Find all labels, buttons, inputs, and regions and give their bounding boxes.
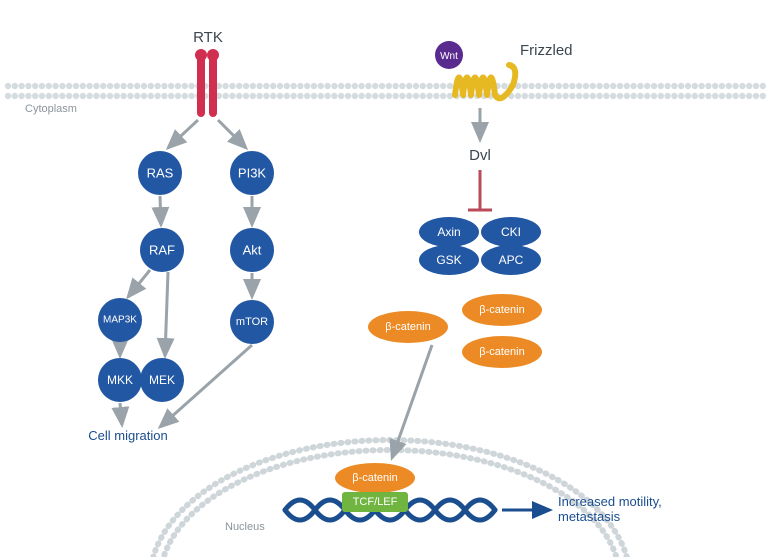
node-mtor: mTOR bbox=[230, 300, 274, 344]
node-label-bc2: β-catenin bbox=[479, 304, 524, 316]
node-label-bc1: β-catenin bbox=[385, 321, 430, 333]
wnt-label: Wnt bbox=[440, 51, 458, 62]
rtk_lbl: RTK bbox=[193, 29, 223, 46]
node-label-mkk: MKK bbox=[107, 373, 133, 387]
node-label-apc: APC bbox=[499, 253, 524, 267]
node-map3k: MAP3K bbox=[98, 298, 142, 342]
cyt_lbl: Cytoplasm bbox=[25, 103, 77, 115]
cm_lbl: Cell migration bbox=[88, 428, 167, 443]
dvl_lbl: Dvl bbox=[469, 147, 491, 164]
outcome-label: Increased motility, metastasis bbox=[558, 494, 665, 524]
node-bc3: β-catenin bbox=[462, 336, 542, 368]
node-label-axin: Axin bbox=[437, 225, 460, 239]
node-raf: RAF bbox=[140, 228, 184, 272]
node-label-pi3k: PI3K bbox=[238, 166, 267, 181]
node-mek: MEK bbox=[140, 358, 184, 402]
pathway-diagram: Wnt Increased motility, metastasis RAS PI… bbox=[0, 0, 772, 557]
node-label-ras: RAS bbox=[147, 166, 174, 181]
node-gsk: GSK bbox=[419, 245, 479, 275]
node-label-akt: Akt bbox=[243, 243, 262, 258]
arrow bbox=[168, 120, 198, 148]
wnt-ligand-icon: Wnt bbox=[435, 41, 463, 69]
node-label-cki: CKI bbox=[501, 225, 521, 239]
cell-membrane bbox=[5, 83, 766, 99]
node-tcf: TCF/LEF bbox=[342, 492, 408, 512]
rtk-receptor-icon bbox=[195, 49, 219, 117]
node-mkk: MKK bbox=[98, 358, 142, 402]
node-label-mtor: mTOR bbox=[236, 316, 268, 328]
arrow bbox=[218, 120, 246, 148]
arrow bbox=[165, 272, 168, 356]
node-ras: RAS bbox=[138, 151, 182, 195]
node-bc2: β-catenin bbox=[462, 294, 542, 326]
node-label-mek: MEK bbox=[149, 373, 175, 387]
node-akt: Akt bbox=[230, 228, 274, 272]
nuc_lbl: Nucleus bbox=[225, 521, 265, 533]
node-bc4: β-catenin bbox=[335, 463, 415, 493]
frz_lbl: Frizzled bbox=[520, 42, 573, 59]
text-labels-layer: RTK Frizzled Cytoplasm Nucleus Dvl Cell migra… bbox=[25, 29, 573, 533]
arrow bbox=[160, 196, 161, 225]
node-label-tcf: TCF/LEF bbox=[353, 496, 398, 508]
node-label-raf: RAF bbox=[149, 243, 175, 258]
frizzled-receptor-icon bbox=[455, 65, 515, 98]
node-label-bc3: β-catenin bbox=[479, 346, 524, 358]
node-label-gsk: GSK bbox=[436, 253, 461, 267]
arrow bbox=[120, 403, 122, 425]
node-cki: CKI bbox=[481, 217, 541, 247]
node-label-map3k: MAP3K bbox=[103, 315, 137, 326]
node-bc1: β-catenin bbox=[368, 311, 448, 343]
node-pi3k: PI3K bbox=[230, 151, 274, 195]
node-axin: Axin bbox=[419, 217, 479, 247]
node-apc: APC bbox=[481, 245, 541, 275]
arrow bbox=[128, 270, 150, 297]
node-label-bc4: β-catenin bbox=[352, 472, 397, 484]
